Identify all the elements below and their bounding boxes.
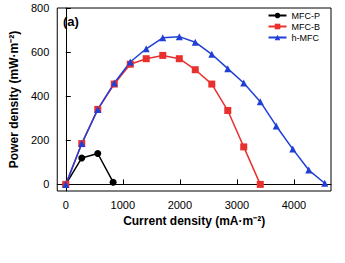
svg-text:MFC-P: MFC-P: [292, 11, 321, 21]
svg-text:Power density (mW·m⁻²): Power density (mW·m⁻²): [7, 31, 21, 168]
svg-text:2000: 2000: [168, 199, 192, 211]
svg-text:200: 200: [31, 134, 49, 146]
svg-text:h-MFC: h-MFC: [292, 33, 320, 43]
svg-text:0: 0: [63, 199, 69, 211]
svg-text:MFC-B: MFC-B: [292, 22, 321, 32]
svg-text:0: 0: [43, 178, 49, 190]
svg-text:1000: 1000: [111, 199, 135, 211]
svg-text:600: 600: [31, 46, 49, 58]
svg-text:Current density (mA·m⁻²): Current density (mA·m⁻²): [123, 214, 265, 228]
svg-text:4000: 4000: [282, 199, 306, 211]
svg-text:400: 400: [31, 90, 49, 102]
svg-text:3000: 3000: [225, 199, 249, 211]
svg-text:(a): (a): [63, 14, 79, 29]
svg-text:800: 800: [31, 2, 49, 14]
